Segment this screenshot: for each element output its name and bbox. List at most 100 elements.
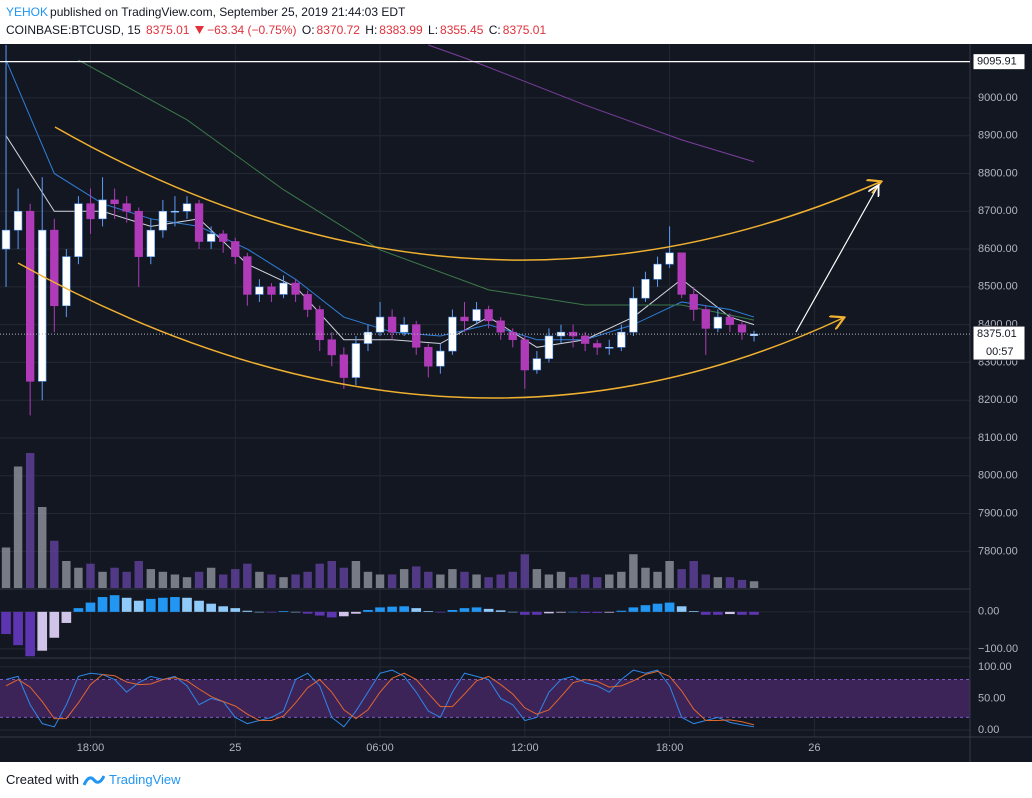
volume-bar	[617, 571, 626, 588]
footer: Created with TradingView	[6, 772, 181, 787]
volume-bar	[448, 569, 457, 588]
volume-bar	[532, 569, 542, 588]
candle-body	[13, 210, 23, 231]
candle-body	[327, 339, 336, 356]
volume-bar	[194, 571, 204, 588]
macd-bar	[749, 611, 759, 615]
macd-bar	[423, 611, 434, 612]
macd-bar	[290, 611, 301, 613]
macd-bar	[471, 607, 482, 612]
macd-bar	[495, 610, 506, 612]
y-tick-label: 8800.00	[978, 167, 1018, 179]
macd-bar	[399, 606, 409, 612]
open-value: 8370.72	[316, 23, 360, 37]
macd-bar	[640, 605, 651, 612]
volume-bar	[267, 574, 276, 588]
volume-bar	[158, 571, 168, 588]
macd-bar	[435, 611, 446, 613]
macd-bar	[544, 611, 554, 614]
candle-body	[665, 252, 674, 265]
volume-bar	[86, 563, 95, 588]
y-tick-label: −100.00	[978, 643, 1018, 655]
macd-bar	[13, 611, 23, 646]
publish-text: published on TradingView.com, September …	[50, 5, 406, 19]
macd-bar	[616, 610, 627, 612]
candle-body	[267, 286, 276, 295]
macd-bar	[182, 597, 192, 612]
volume-bar	[737, 579, 747, 588]
macd-bar	[1, 611, 11, 635]
high-value: 8383.99	[379, 23, 423, 37]
volume-bar	[170, 574, 180, 588]
candle-body	[496, 320, 505, 333]
volume-bar	[134, 561, 143, 588]
volume-bar	[520, 554, 530, 588]
candle-body	[363, 331, 373, 344]
x-tick-label: 06:00	[366, 742, 394, 754]
macd-bar	[49, 611, 60, 638]
candle-body	[62, 256, 71, 307]
y-tick-label: 8200.00	[978, 394, 1018, 406]
volume-bar	[424, 571, 433, 588]
macd-bar	[242, 610, 253, 612]
macd-bar	[206, 603, 216, 612]
symbol-legend: COINBASE:BTCUSD, 15 8375.01 −63.34 (−0.7…	[6, 23, 548, 37]
price-label-box	[972, 53, 1026, 71]
candle-body	[412, 324, 421, 348]
candle-body	[520, 339, 529, 371]
macd-bar	[121, 597, 132, 612]
candle-body	[400, 324, 409, 333]
x-tick-label: 18:00	[656, 742, 684, 754]
volume-bar	[303, 571, 312, 588]
trend-curve	[54, 126, 880, 261]
volume-bar	[13, 466, 23, 588]
x-tick-label: 25	[229, 742, 241, 754]
close-label: C:	[488, 23, 501, 37]
macd-bar	[688, 611, 699, 612]
candle-body	[689, 294, 698, 310]
last-price: 8375.01	[146, 23, 190, 37]
macd-bar	[580, 611, 590, 613]
down-arrow	[194, 26, 204, 34]
macd-bar	[676, 606, 687, 612]
volume-bar	[713, 577, 723, 588]
volume-bar	[146, 569, 156, 588]
x-tick-label: 18:00	[77, 742, 105, 754]
candle-body	[351, 343, 361, 378]
candle-body	[38, 229, 47, 382]
macd-bar	[278, 611, 289, 612]
candle-body	[532, 358, 542, 371]
volume-bar	[544, 574, 554, 588]
volume-bar	[363, 571, 373, 588]
volume-bar	[665, 561, 674, 588]
volume-bar	[50, 540, 59, 588]
candle-body	[315, 309, 324, 341]
volume-bar	[472, 574, 481, 588]
candle-body	[677, 252, 686, 295]
macd-bar	[218, 606, 229, 612]
volume-bar	[387, 574, 397, 588]
candle-body	[110, 199, 119, 205]
publish-line: YEHOK published on TradingView.com, Septe…	[6, 5, 407, 19]
volume-bar	[1, 547, 11, 588]
y-tick-label: 7900.00	[978, 507, 1018, 519]
macd-bar	[37, 611, 48, 651]
volume-bar	[605, 574, 614, 588]
candle-body	[279, 282, 288, 295]
macd-bar	[604, 611, 615, 613]
candle-body	[448, 316, 457, 352]
candle-body	[725, 316, 735, 325]
candle-body	[98, 199, 107, 220]
y-tick-label: 8900.00	[978, 130, 1018, 142]
candle-body	[605, 346, 614, 349]
macd-bar	[314, 611, 325, 616]
candle-body	[182, 203, 192, 212]
volume-bar	[641, 567, 650, 588]
volume-bar	[580, 574, 590, 588]
candle-body	[593, 343, 602, 348]
low-label: L:	[428, 23, 439, 37]
candle-body	[424, 346, 433, 367]
candle-body	[701, 309, 710, 329]
macd-bar	[302, 611, 313, 614]
